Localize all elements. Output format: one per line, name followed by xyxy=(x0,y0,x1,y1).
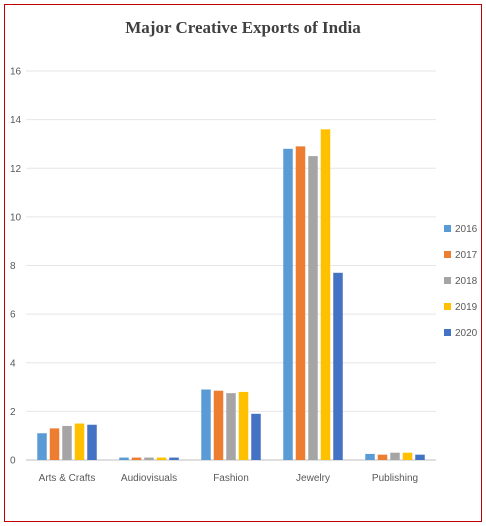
x-tick-label: Fashion xyxy=(213,473,249,484)
bar xyxy=(390,452,400,460)
bar xyxy=(295,146,306,460)
legend-label: 2020 xyxy=(455,328,478,339)
bar xyxy=(169,457,179,460)
bar xyxy=(320,129,331,460)
bar xyxy=(62,425,72,460)
legend-label: 2017 xyxy=(455,250,478,261)
legend-swatch xyxy=(444,329,451,336)
bar xyxy=(377,454,388,460)
legend-label: 2018 xyxy=(455,276,478,287)
y-tick-label: 8 xyxy=(10,261,16,272)
bar xyxy=(87,424,97,460)
bar xyxy=(74,423,85,460)
x-tick-label: Jewelry xyxy=(296,473,330,484)
legend-swatch xyxy=(444,251,451,258)
bar xyxy=(201,389,211,460)
bar xyxy=(238,391,249,460)
x-tick-label: Audiovisuals xyxy=(121,473,177,484)
bar xyxy=(119,457,129,460)
legend-swatch xyxy=(444,303,451,310)
y-tick-label: 6 xyxy=(10,310,16,321)
chart-title: Major Creative Exports of India xyxy=(125,18,361,37)
bar xyxy=(415,454,425,460)
y-tick-label: 12 xyxy=(10,164,22,175)
y-tick-label: 16 xyxy=(10,67,22,78)
bar xyxy=(402,452,413,460)
bar xyxy=(365,453,375,460)
bar xyxy=(144,457,154,460)
legend-swatch xyxy=(444,225,451,232)
bar xyxy=(308,156,318,460)
x-tick-label: Publishing xyxy=(372,473,418,484)
bar xyxy=(333,272,343,460)
y-tick-label: 4 xyxy=(10,358,16,369)
x-tick-label: Arts & Crafts xyxy=(39,473,96,484)
bar xyxy=(251,413,261,460)
legend-label: 2016 xyxy=(455,224,478,235)
bar xyxy=(49,428,60,460)
y-tick-label: 0 xyxy=(10,456,16,467)
bar xyxy=(213,390,224,460)
bar xyxy=(156,457,167,460)
bar xyxy=(131,457,142,460)
bar xyxy=(283,148,293,461)
y-tick-label: 10 xyxy=(10,212,22,223)
y-tick-label: 2 xyxy=(10,407,16,418)
legend-swatch xyxy=(444,277,451,284)
bar xyxy=(226,393,236,460)
legend-label: 2019 xyxy=(455,302,478,313)
y-tick-label: 14 xyxy=(10,115,22,126)
bar xyxy=(37,433,47,460)
